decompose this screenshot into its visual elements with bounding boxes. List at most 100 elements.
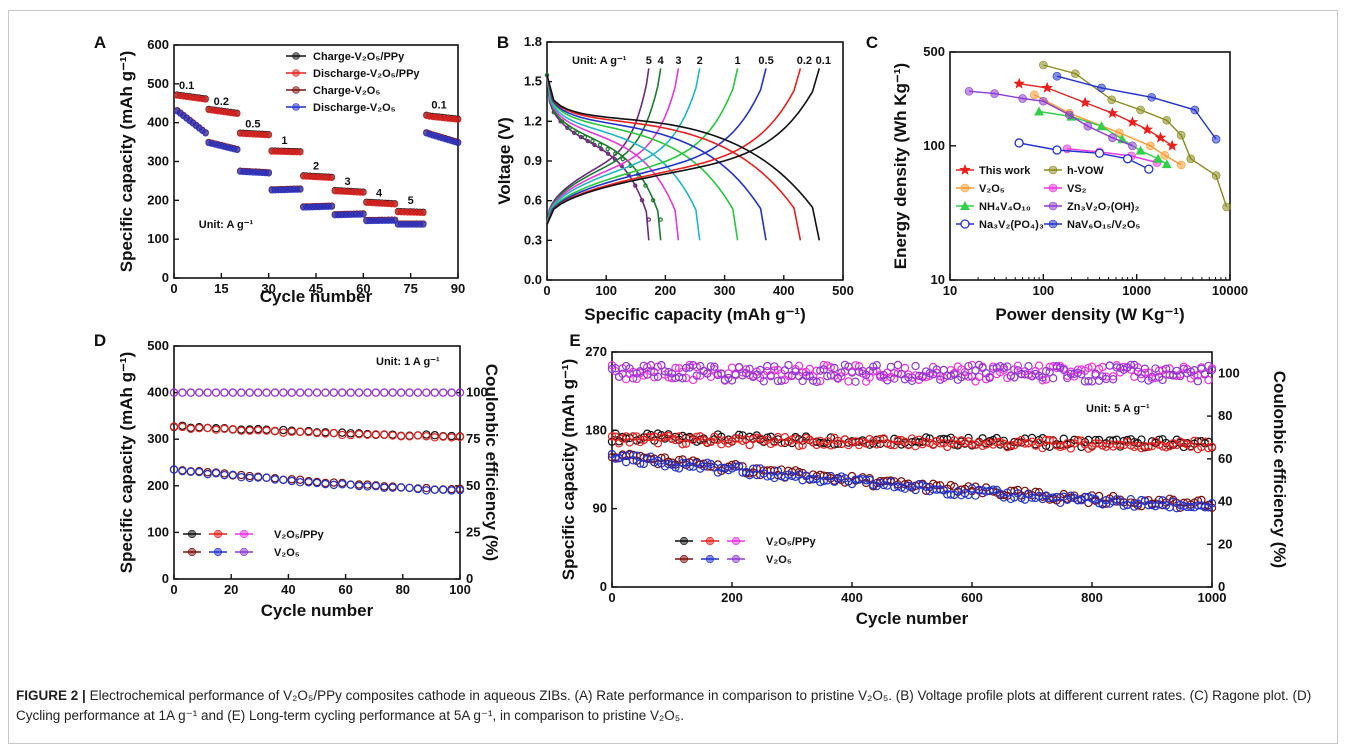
panel-e: 0 200 400 600 800 1000090180270020406080100EC… [559,331,1289,628]
legend-marker [214,530,222,538]
y-tick-label: 0 [162,270,169,285]
panel-label-b: B [497,33,509,52]
panel-b: 0 100 200 300 400 5000.00.30.60.91.21.51.8BSp… [495,33,854,324]
data-point [912,362,919,369]
unit-annotation: Unit: A g⁻¹ [572,55,627,67]
y2-tick-label: 0 [466,571,473,586]
rate-label: 0.2 [797,55,812,67]
legend-label: V₂O₅/PPy [274,529,325,541]
x-tick-label: 100 [1032,283,1054,298]
data-point [1065,111,1073,119]
data-point [271,389,278,396]
rate-label: 3 [344,176,350,188]
data-point [372,389,379,396]
curve-marker [583,135,586,138]
data-point [398,484,405,491]
panel-label: E [569,331,580,350]
rate-label: 0.5 [758,55,773,67]
data-point [440,486,447,493]
data-point [297,186,303,192]
legend-label: Charge-V₂O₅ [313,85,380,97]
y2-tick-label: 60 [1218,451,1232,466]
x-tick-label: 1000 [1122,283,1151,298]
data-point [271,427,278,434]
unit-annotation: Unit: A g⁻¹ [199,219,254,231]
legend-marker [1049,202,1057,210]
data-point [187,389,194,396]
data-point [347,481,354,488]
data-point [448,389,455,396]
legend-marker [961,184,969,192]
x-axis-label: Cycle number [261,601,374,620]
y-tick-label: 10 [931,272,945,287]
data-point [179,389,186,396]
data-point [203,130,209,136]
data-point [329,204,335,210]
legend-marker [959,164,970,175]
data-point [440,389,447,396]
data-point [1025,363,1032,370]
legend-label: Charge-V₂O₅/PPy [313,51,405,63]
curve-marker [576,131,579,134]
panel-label-c: C [866,33,878,52]
data-point [364,389,371,396]
data-point [406,389,413,396]
data-point [1177,131,1185,139]
data-point [1039,61,1047,69]
x-tick-label: 60 [338,582,352,597]
rate-label: 2 [313,160,319,172]
caption-label: FIGURE 2 | [16,688,86,703]
data-point [204,424,211,431]
x-tick-label: 200 [655,283,677,298]
x-tick-label: 100 [595,283,617,298]
y-tick-label: 0 [600,579,607,594]
data-point [1019,95,1027,103]
data-point [347,389,354,396]
data-point [322,389,329,396]
x-tick-label: 90 [451,281,465,296]
y-tick-label: 1.5 [524,74,542,89]
data-point [229,426,236,433]
data-point [735,363,742,370]
y-tick-label: 90 [593,501,607,516]
data-point [1108,96,1116,104]
data-point [339,389,346,396]
rate-label: 5 [408,195,414,207]
data-point [204,389,211,396]
panel-label: D [94,331,106,350]
legend-label: V₂O₅ [979,183,1005,195]
y-tick-label: 400 [147,385,169,400]
y-tick-label: 100 [923,138,945,153]
rate-label: 1 [281,135,287,147]
curve-marker [614,152,617,155]
data-point [1042,82,1053,93]
y2-tick-label: 20 [1218,536,1232,551]
y-tick-label: 500 [147,338,169,353]
legend-label: V₂O₅ [766,554,792,566]
curve-marker [598,143,601,146]
data-point [1138,375,1145,382]
legend-marker [732,537,740,545]
y-tick-label: 1.8 [524,34,542,49]
y2-axis-label: Coulonbic efficiency (%) [1270,371,1289,568]
x-tick-label: 500 [832,283,854,298]
x-tick-label: 80 [396,582,410,597]
plot-border [174,346,460,579]
legend-label: NaV₆O₁₅/V₂O₅ [1067,219,1140,231]
y-tick-label: 200 [147,478,169,493]
y-tick-label: 200 [147,192,169,207]
data-point [221,389,228,396]
x-tick-label: 400 [773,283,795,298]
panel-d: 0 20 40 60 80 10001002003004005000255075100DC… [94,331,501,620]
x-tick-label: 300 [714,283,736,298]
data-point [372,431,379,438]
legend-marker [680,537,688,545]
x-tick-label: 400 [841,590,863,605]
x-axis-label: Specific capacity (mAh g⁻¹) [584,305,806,324]
legend-label: Discharge-V₂O₅ [313,102,396,114]
legend-label: NH₄V₄O₁₀ [979,201,1031,213]
data-point [234,111,240,117]
data-point [330,429,337,436]
data-point [266,170,272,176]
data-point [420,221,426,227]
